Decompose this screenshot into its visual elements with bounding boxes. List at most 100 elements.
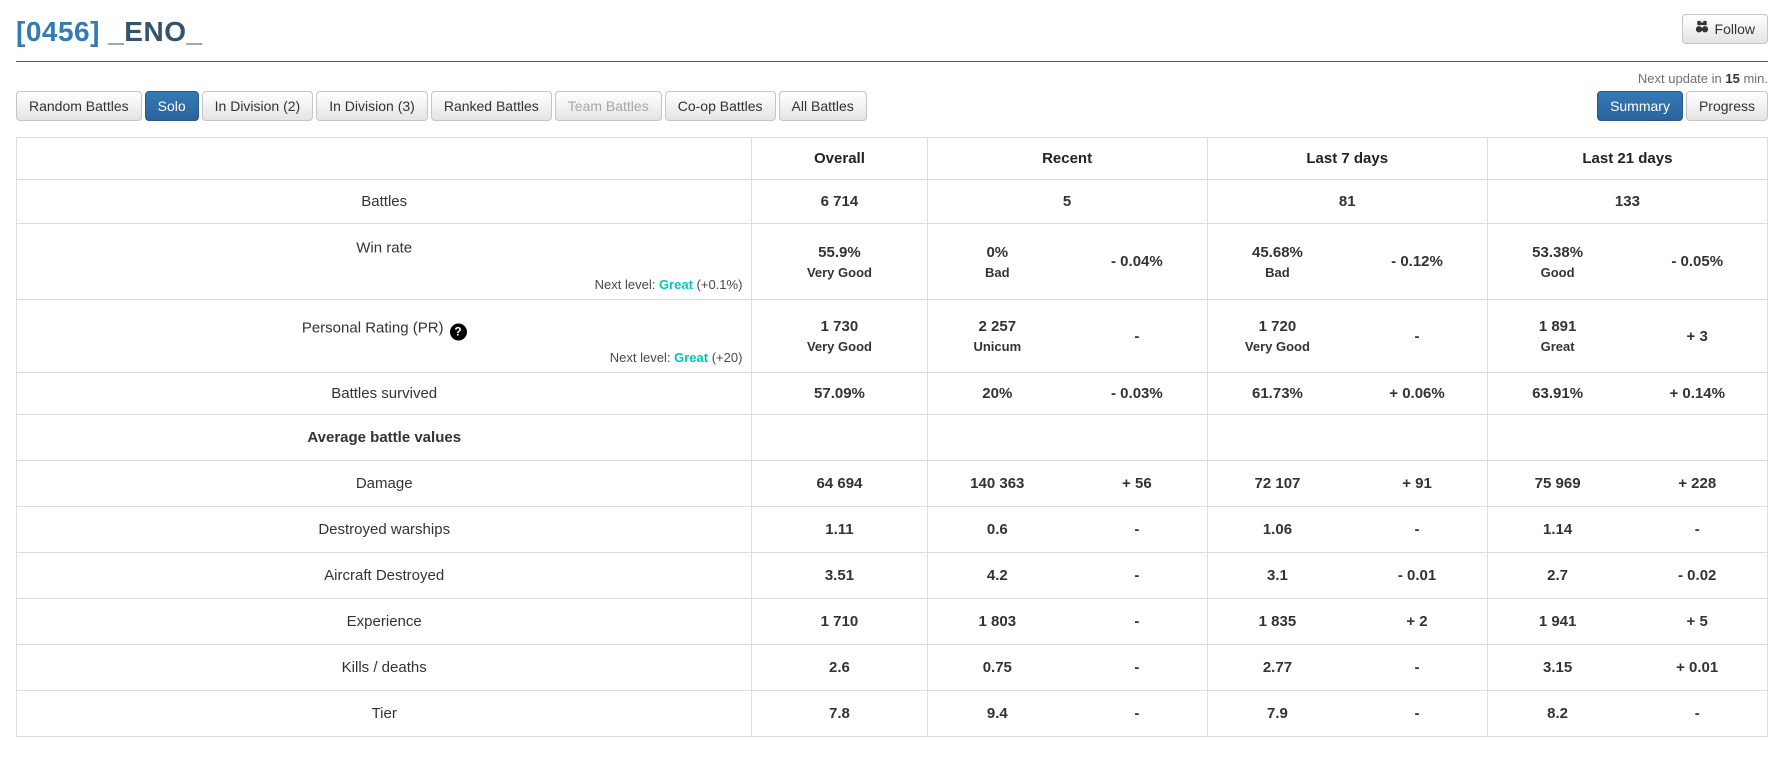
destroyed-warships-recent-delta: - (1067, 506, 1208, 553)
section-average-label: Average battle values (15, 414, 753, 461)
section-empty-cell (751, 414, 928, 461)
tier-last21-value: 8.2 (1486, 690, 1628, 737)
kills-deaths-recent-value: 0.75 (926, 644, 1068, 691)
personal-rating-last21-delta: + 3 (1627, 299, 1769, 373)
win-rate-last7-delta: - 0.12% (1347, 223, 1488, 300)
personal-rating-last7-delta: - (1347, 299, 1488, 373)
tab-all-battles[interactable]: All Battles (778, 91, 867, 121)
win-rate-last7-value: 45.68% Bad (1206, 223, 1348, 300)
tab-coop-battles[interactable]: Co-op Battles (664, 91, 776, 121)
next-level-rating: Great (674, 350, 709, 365)
follow-button[interactable]: Follow (1681, 14, 1768, 44)
win-rate-next-level: Next level: Great (+0.1%) (595, 277, 743, 292)
row-win-rate: Win rate Next level: Great (+0.1%) 55.9%… (15, 223, 1769, 300)
row-damage: Damage 64 694 140 363 + 56 72 107 + 91 7… (15, 460, 1769, 507)
personal-rating-overall-value: 1 730 Very Good (751, 299, 928, 373)
personal-rating-recent-delta: - (1067, 299, 1208, 373)
tab-ranked-battles[interactable]: Ranked Battles (430, 91, 552, 121)
personal-rating-last21-rating: Great (1540, 339, 1575, 354)
damage-last21-delta: + 228 (1627, 460, 1769, 507)
tab-in-division-2[interactable]: In Division (2) (201, 91, 314, 121)
row-aircraft-destroyed: Aircraft Destroyed 3.51 4.2 - 3.1 - 0.01… (15, 552, 1769, 599)
battles-survived-last7-value: 61.73% (1206, 372, 1348, 415)
header-last-7-days: Last 7 days (1206, 137, 1488, 180)
section-empty-cell (1206, 414, 1488, 461)
win-rate-label: Win rate (356, 239, 413, 257)
tab-summary[interactable]: Summary (1597, 91, 1683, 121)
row-kills-deaths: Kills / deaths 2.6 0.75 - 2.77 - 3.15 + … (15, 644, 1769, 691)
experience-label: Experience (15, 598, 753, 645)
personal-rating-last21-value: 1 891 Great (1486, 299, 1628, 373)
win-rate-recent-rating: Bad (985, 264, 1010, 280)
next-level-extra: (+20) (708, 350, 743, 365)
experience-recent-value: 1 803 (926, 598, 1068, 645)
tier-overall-value: 7.8 (751, 690, 928, 737)
damage-recent-delta: + 56 (1067, 460, 1208, 507)
row-battles: Battles 6 714 5 81 133 (15, 179, 1769, 224)
tab-team-battles: Team Battles (554, 91, 662, 121)
battles-survived-last21-value: 63.91% (1486, 372, 1628, 415)
row-experience: Experience 1 710 1 803 - 1 835 + 2 1 941… (15, 598, 1769, 645)
next-update-suffix: min. (1739, 71, 1768, 86)
personal-rating-label-cell: Personal Rating (PR)? Next level: Great … (15, 299, 753, 373)
win-rate-recent-delta: - 0.04% (1067, 223, 1208, 300)
damage-last7-value: 72 107 (1206, 460, 1348, 507)
aircraft-destroyed-overall-value: 3.51 (751, 552, 928, 599)
binoculars-icon (1695, 20, 1709, 38)
kills-deaths-last7-value: 2.77 (1206, 644, 1348, 691)
damage-recent-value: 140 363 (926, 460, 1068, 507)
header-last-21-days: Last 21 days (1486, 137, 1769, 180)
personal-rating-label: Personal Rating (PR)? (17, 319, 751, 341)
tier-recent-delta: - (1067, 690, 1208, 737)
row-destroyed-warships: Destroyed warships 1.11 0.6 - 1.06 - 1.1… (15, 506, 1769, 553)
personal-rating-recent-value: 2 257 Unicum (926, 299, 1068, 373)
battles-label: Battles (15, 179, 753, 224)
tier-recent-value: 9.4 (926, 690, 1068, 737)
personal-rating-next-level: Next level: Great (+20) (610, 350, 743, 365)
tab-progress[interactable]: Progress (1685, 91, 1768, 121)
damage-label: Damage (15, 460, 753, 507)
tab-random-battles[interactable]: Random Battles (16, 91, 142, 121)
kills-deaths-last21-value: 3.15 (1486, 644, 1628, 691)
row-battles-survived: Battles survived 57.09% 20% - 0.03% 61.7… (15, 372, 1769, 415)
damage-overall-value: 64 694 (751, 460, 928, 507)
page-header: [0456] _ENO_ Follow (16, 0, 1768, 62)
next-update-prefix: Next update in (1637, 71, 1726, 86)
aircraft-destroyed-recent-value: 4.2 (926, 552, 1068, 599)
tier-last7-value: 7.9 (1206, 690, 1348, 737)
aircraft-destroyed-label: Aircraft Destroyed (15, 552, 753, 599)
clan-tag-link[interactable]: [0456] (16, 16, 100, 47)
experience-recent-delta: - (1067, 598, 1208, 645)
battles-recent-value: 5 (926, 179, 1208, 224)
tier-label: Tier (15, 690, 753, 737)
destroyed-warships-last7-delta: - (1347, 506, 1488, 553)
aircraft-destroyed-last7-delta: - 0.01 (1347, 552, 1488, 599)
battles-survived-label: Battles survived (15, 372, 753, 415)
destroyed-warships-last21-delta: - (1627, 506, 1769, 553)
page-title: [0456] _ENO_ (16, 16, 1768, 48)
damage-last21-value: 75 969 (1486, 460, 1628, 507)
tab-solo[interactable]: Solo (144, 91, 199, 121)
follow-button-label: Follow (1714, 21, 1755, 37)
destroyed-warships-last7-value: 1.06 (1206, 506, 1348, 553)
kills-deaths-last7-delta: - (1347, 644, 1488, 691)
section-empty-cell (926, 414, 1208, 461)
destroyed-warships-label: Destroyed warships (15, 506, 753, 553)
destroyed-warships-recent-value: 0.6 (926, 506, 1068, 553)
aircraft-destroyed-last21-delta: - 0.02 (1627, 552, 1769, 599)
personal-rating-recent-rating: Unicum (973, 339, 1022, 354)
battles-survived-recent-value: 20% (926, 372, 1068, 415)
kills-deaths-recent-delta: - (1067, 644, 1208, 691)
experience-last7-delta: + 2 (1347, 598, 1488, 645)
experience-overall-value: 1 710 (751, 598, 928, 645)
experience-last21-delta: + 5 (1627, 598, 1769, 645)
header-recent: Recent (926, 137, 1208, 180)
next-level-prefix: Next level: (609, 350, 675, 365)
tab-in-division-3[interactable]: In Division (3) (316, 91, 428, 121)
aircraft-destroyed-last21-value: 2.7 (1486, 552, 1628, 599)
next-level-prefix: Next level: (594, 277, 659, 292)
kills-deaths-label: Kills / deaths (15, 644, 753, 691)
aircraft-destroyed-last7-value: 3.1 (1206, 552, 1348, 599)
question-circle-icon[interactable]: ? (449, 323, 467, 341)
win-rate-label-cell: Win rate Next level: Great (+0.1%) (15, 223, 753, 300)
